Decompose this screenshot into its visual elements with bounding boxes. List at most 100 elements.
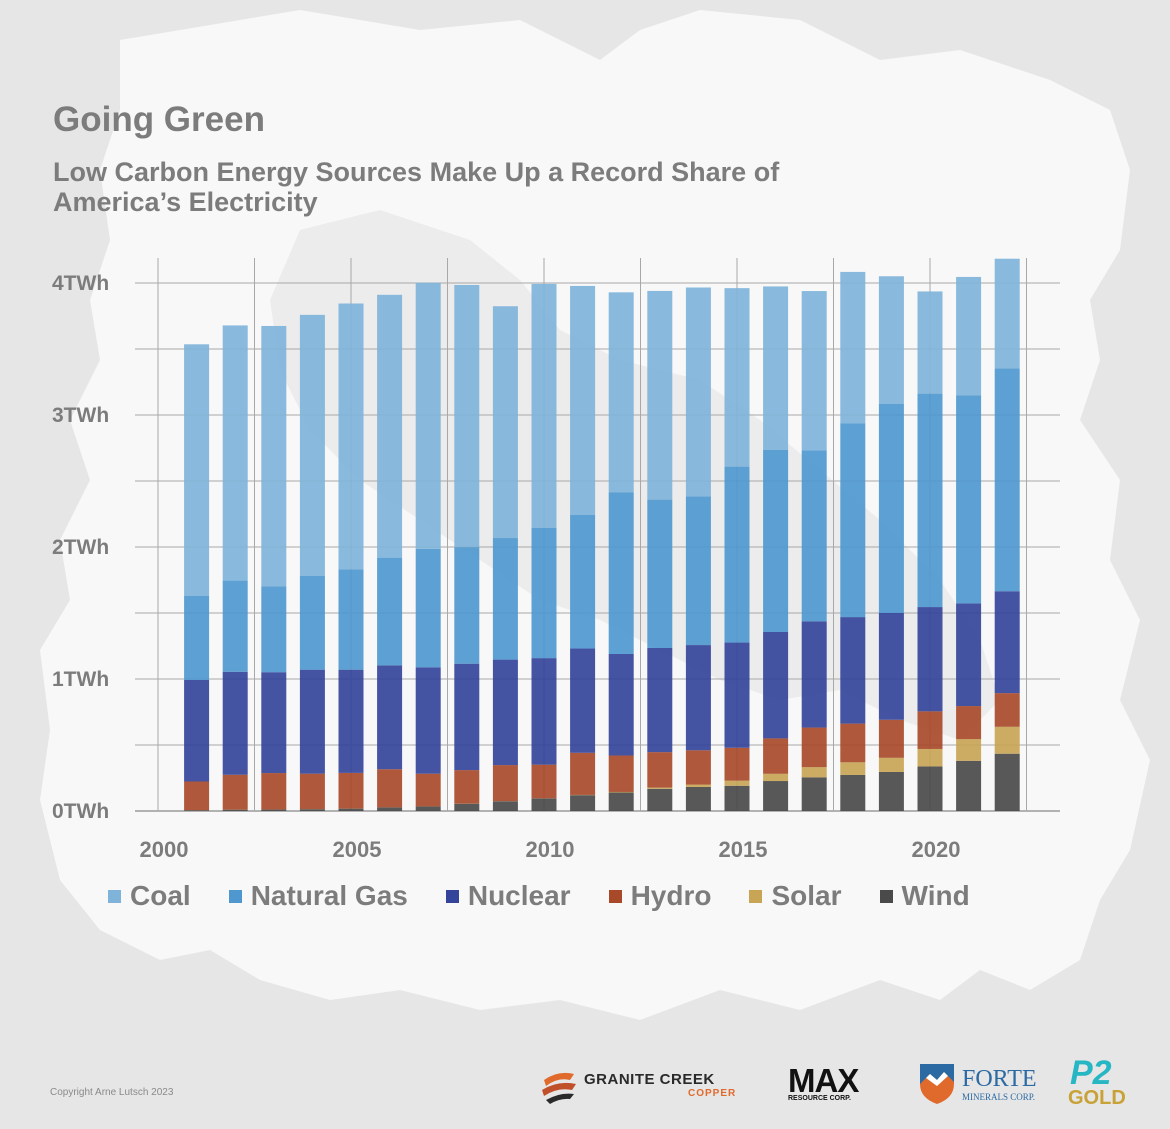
legend-label: Hydro — [630, 880, 712, 911]
bar-segment-hydro-2008 — [454, 770, 480, 804]
bar-segment-coal-2020 — [917, 291, 943, 394]
bar-segment-coal-2012 — [608, 292, 634, 493]
bar-segment-wind-2017 — [801, 777, 827, 811]
bar-segment-coal-2016 — [763, 286, 789, 450]
bar-segment-nuclear-2019 — [878, 613, 904, 720]
bar-segment-solar-2019 — [878, 757, 904, 772]
legend-swatch — [445, 889, 459, 903]
bar-segment-nuclear-2021 — [956, 603, 982, 707]
bar-segment-wind-2018 — [840, 774, 866, 811]
bar-segment-wind-2001 — [184, 810, 210, 811]
bar-segment-nuclear-2004 — [299, 669, 325, 774]
bar-segment-wind-2022 — [994, 753, 1020, 811]
bar-segment-wind-2009 — [492, 801, 518, 811]
legend-item-nuclear: Nuclear — [445, 880, 571, 912]
bar-segment-coal-2018 — [840, 271, 866, 424]
bar-segment-natural-gas-2008 — [454, 547, 480, 664]
bar-segment-coal-2011 — [570, 285, 596, 515]
bar-segment-wind-2012 — [608, 792, 634, 811]
bar-segment-natural-gas-2006 — [377, 557, 403, 666]
bar-segment-hydro-2011 — [570, 752, 596, 795]
bar-segment-natural-gas-2009 — [492, 538, 518, 660]
bar-segment-nuclear-2022 — [994, 591, 1020, 694]
y-axis-tick-labels: 0TWh 1TWh 2TWh 3TWh 4TWh — [52, 272, 109, 823]
bar-segment-nuclear-2007 — [415, 667, 441, 774]
bar-segment-solar-2020 — [917, 748, 943, 767]
bar-segment-nuclear-2012 — [608, 654, 634, 756]
bar-segment-coal-2014 — [685, 287, 711, 497]
bar-segment-solar-2021 — [956, 739, 982, 761]
legend-swatch — [608, 889, 622, 903]
bar-segment-coal-2005 — [338, 303, 364, 570]
x-tick-label: 2015 — [719, 837, 768, 862]
legend-label: Solar — [771, 880, 842, 911]
bar-segment-wind-2021 — [956, 760, 982, 811]
bar-segment-natural-gas-2010 — [531, 527, 557, 659]
bar-segment-coal-2001 — [184, 344, 210, 596]
bar-segment-coal-2002 — [222, 325, 248, 581]
bar-segment-hydro-2005 — [338, 772, 364, 809]
bar-segment-hydro-2001 — [184, 781, 210, 811]
legend-swatch — [108, 889, 121, 903]
legend-label: Wind — [901, 880, 970, 911]
bar-segment-coal-2008 — [454, 284, 480, 548]
bar-segment-natural-gas-2020 — [917, 393, 943, 608]
bar-segment-hydro-2017 — [801, 727, 827, 768]
bar-segment-natural-gas-2004 — [299, 575, 325, 670]
bar-segment-solar-2017 — [801, 767, 827, 778]
legend-item-solar: Solar — [749, 880, 842, 912]
bar-segment-nuclear-2018 — [840, 617, 866, 724]
bar-segment-natural-gas-2017 — [801, 450, 827, 622]
bar-segment-solar-2012 — [608, 791, 634, 793]
bar-segment-wind-2014 — [685, 786, 711, 811]
bar-segment-hydro-2004 — [299, 773, 325, 810]
bar-segment-natural-gas-2012 — [608, 492, 634, 655]
bar-segment-coal-2003 — [261, 325, 287, 587]
legend: Coal Natural Gas Nuclear Hydro Solar Wind — [108, 880, 1008, 912]
bar-segment-hydro-2006 — [377, 769, 403, 808]
bar-segment-coal-2017 — [801, 291, 827, 451]
bar-segment-natural-gas-2001 — [184, 595, 210, 680]
legend-swatch — [228, 889, 242, 903]
bar-segment-wind-2008 — [454, 803, 480, 811]
bars — [184, 258, 1020, 811]
bar-segment-natural-gas-2002 — [222, 580, 248, 672]
bar-segment-natural-gas-2022 — [994, 368, 1020, 592]
bar-segment-solar-2022 — [994, 726, 1020, 754]
legend-label: Nuclear — [467, 880, 571, 911]
bar-segment-hydro-2022 — [994, 693, 1020, 727]
bar-segment-nuclear-2005 — [338, 669, 364, 773]
legend-item-wind: Wind — [879, 880, 970, 912]
legend-label: Natural Gas — [250, 880, 408, 911]
x-axis-tick-labels: 2000 2005 2010 2015 2020 — [140, 837, 961, 862]
bar-segment-solar-2013 — [647, 787, 673, 789]
legend-swatch — [879, 889, 893, 903]
y-tick-label: 0TWh — [52, 800, 109, 823]
bar-segment-nuclear-2003 — [261, 672, 287, 774]
bar-segment-hydro-2010 — [531, 764, 557, 799]
bar-segment-natural-gas-2005 — [338, 569, 364, 670]
legend-item-hydro: Hydro — [608, 880, 712, 912]
bar-segment-coal-2019 — [878, 276, 904, 404]
bar-segment-wind-2015 — [724, 785, 750, 811]
bar-segment-natural-gas-2018 — [840, 423, 866, 618]
bar-segment-wind-2006 — [377, 807, 403, 811]
bar-segment-nuclear-2006 — [377, 665, 403, 770]
legend-item-natural-gas: Natural Gas — [228, 880, 408, 912]
bar-segment-natural-gas-2019 — [878, 403, 904, 613]
legend-label: Coal — [130, 880, 191, 911]
bar-segment-nuclear-2014 — [685, 645, 711, 751]
bar-segment-coal-2013 — [647, 290, 673, 500]
bar-segment-nuclear-2020 — [917, 607, 943, 712]
bar-segment-natural-gas-2015 — [724, 466, 750, 643]
bar-segment-nuclear-2015 — [724, 642, 750, 748]
bar-segment-coal-2010 — [531, 283, 557, 528]
bar-segment-coal-2021 — [956, 276, 982, 396]
bar-segment-wind-2002 — [222, 809, 248, 811]
bar-segment-hydro-2007 — [415, 773, 441, 807]
bar-segment-natural-gas-2007 — [415, 548, 441, 668]
bar-segment-hydro-2013 — [647, 752, 673, 788]
y-tick-label: 3TWh — [52, 404, 109, 427]
bar-segment-wind-2010 — [531, 798, 557, 811]
